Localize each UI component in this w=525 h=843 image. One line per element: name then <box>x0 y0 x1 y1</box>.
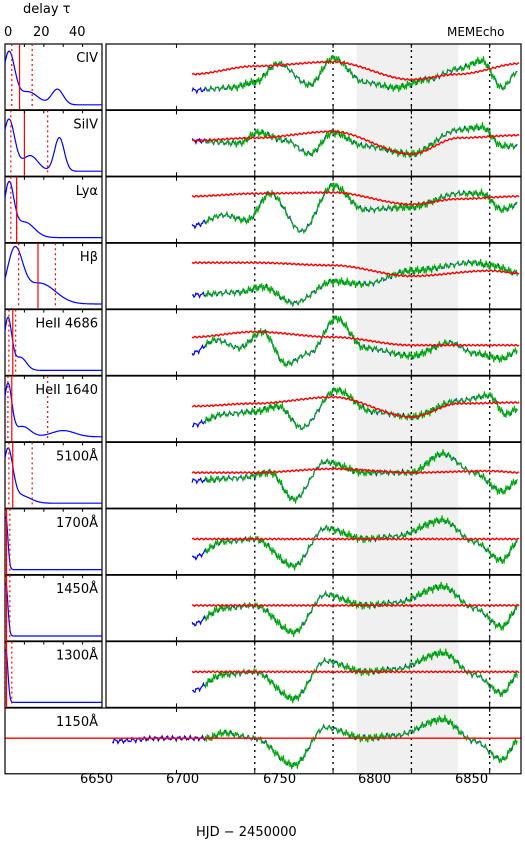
transfer-function-6 <box>4 447 102 504</box>
background-model-7 <box>191 537 520 541</box>
lightcurve-frame-1 <box>105 109 522 177</box>
background-model-0 <box>191 60 520 82</box>
panel-label-9: 1300Å <box>56 648 98 664</box>
x-tick-label-6650: 6650 <box>80 772 113 787</box>
top-tick-label-0: 0 <box>4 25 12 40</box>
shaded-interval <box>356 44 459 110</box>
top-tick-label-40: 40 <box>69 25 86 40</box>
panel-label-3: Hβ <box>80 250 98 265</box>
background-model-8 <box>191 603 520 608</box>
model-lightcurve-0 <box>191 54 518 95</box>
legend-text: MEMEcho <box>447 25 504 39</box>
x-tick-label-6750: 6750 <box>263 772 296 787</box>
data-lightcurve-10 <box>204 714 518 770</box>
background-model-9 <box>191 670 520 674</box>
transfer-function-4 <box>4 316 102 371</box>
panel-label-4: HeII 4686 <box>35 317 98 332</box>
data-lightcurve-5 <box>204 385 518 431</box>
data-lightcurve-1 <box>204 122 518 159</box>
background-model-2 <box>191 190 520 206</box>
transfer-function-8 <box>4 582 102 637</box>
data-lightcurve-2 <box>204 182 518 235</box>
lightcurve-frame-10 <box>4 707 522 775</box>
transfer-function-1 <box>4 118 102 172</box>
top-tick-label-20: 20 <box>33 25 50 40</box>
shaded-interval <box>356 708 459 774</box>
tf-frame-9 <box>4 640 103 708</box>
panel-stack: CIV SiIV Lyα Hβ HeII 4686 HeII 1640 5100Å 1700Å… <box>4 43 522 775</box>
x-tick-label-6850: 6850 <box>455 772 488 787</box>
lightcurve-frame-0 <box>105 43 522 111</box>
transfer-function-3 <box>4 245 102 305</box>
panel-label-2: Lyα <box>76 184 98 199</box>
background-model-1 <box>192 129 520 156</box>
panel-label-5: HeII 1640 <box>35 383 98 398</box>
x-tick-label-6800: 6800 <box>358 772 391 787</box>
lightcurve-frame-8 <box>105 574 522 642</box>
model-lightcurve-9 <box>191 649 518 703</box>
tf-frame-7 <box>4 508 103 576</box>
panel-label-0: CIV <box>76 51 98 66</box>
panel-label-7: 1700Å <box>56 515 98 531</box>
panel-label-6: 5100Å <box>56 448 98 464</box>
background-model-5 <box>191 395 520 419</box>
panel-label-8: 1450Å <box>56 581 98 597</box>
transfer-function-5 <box>4 382 102 438</box>
shaded-interval <box>356 376 459 442</box>
panel-label-1: SiIV <box>73 117 98 132</box>
transfer-function-0 <box>4 50 102 106</box>
panel-label-10: 1150Å <box>56 714 98 730</box>
lightcurve-frame-3 <box>105 242 522 310</box>
transfer-function-9 <box>4 648 102 703</box>
data-lightcurve-3 <box>204 258 518 307</box>
x-tick-label-6700: 6700 <box>166 772 199 787</box>
transfer-function-7 <box>4 515 102 571</box>
x-axis-label: HJD − 2450000 <box>196 825 297 840</box>
background-model-4 <box>191 330 520 347</box>
data-lightcurve-0 <box>204 54 518 93</box>
shaded-interval <box>356 641 459 708</box>
data-lightcurve-4 <box>204 315 518 369</box>
shaded-interval <box>356 309 459 376</box>
background-model-3 <box>191 260 520 278</box>
model-lightcurve-5 <box>191 387 518 431</box>
lightcurve-frame-9 <box>105 640 522 708</box>
lightcurve-frame-2 <box>105 176 522 244</box>
background-model-6 <box>191 467 520 475</box>
delay-axis-label: delay τ <box>23 2 71 17</box>
transfer-function-2 <box>4 180 102 239</box>
lightcurve-frame-7 <box>105 508 522 576</box>
lightcurve-frame-5 <box>105 375 522 443</box>
lightcurve-frame-4 <box>105 309 522 377</box>
model-lightcurve-7 <box>191 515 518 571</box>
